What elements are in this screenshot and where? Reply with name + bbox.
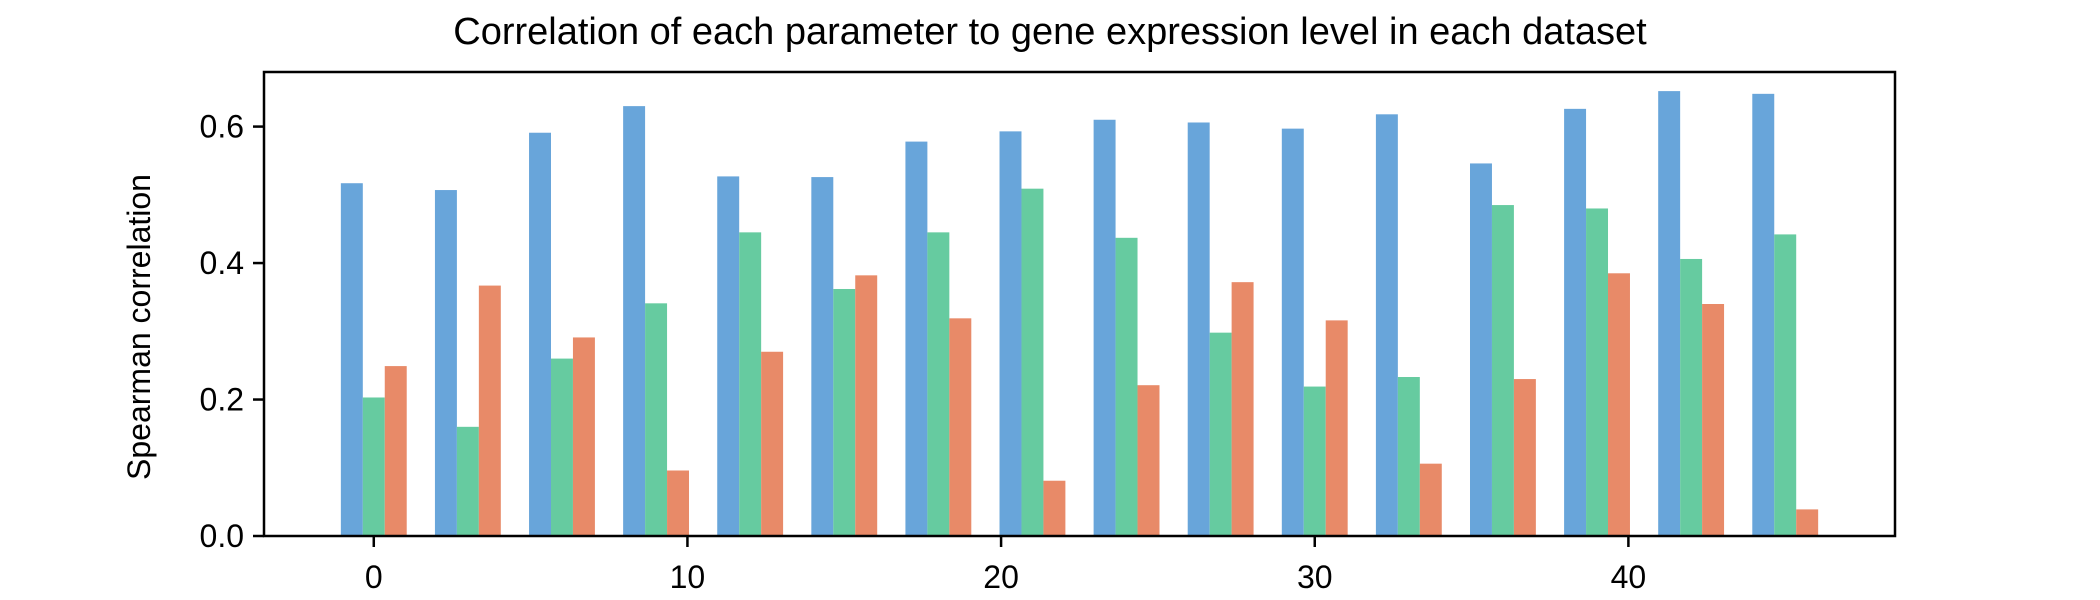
bars-group <box>340 91 1819 537</box>
bar-series-2-dataset-6 <box>550 358 573 536</box>
bar-series-1-dataset-36 <box>1470 163 1492 536</box>
bar-series-2-dataset-0 <box>362 397 385 536</box>
bar-series-1-dataset-39 <box>1564 108 1587 536</box>
bar-series-3-dataset-36 <box>1513 379 1536 536</box>
bar-series-3-dataset-33 <box>1419 463 1442 536</box>
bar-series-3-dataset-6 <box>572 337 595 536</box>
x-tick-label: 10 <box>670 559 706 595</box>
bar-series-3-dataset-45 <box>1796 509 1819 536</box>
bar-series-2-dataset-21 <box>1021 188 1044 536</box>
bar-series-3-dataset-18 <box>949 318 972 536</box>
bar-series-1-dataset-21 <box>999 131 1022 537</box>
bar-series-1-dataset-15 <box>811 177 834 536</box>
bar-series-2-dataset-12 <box>739 232 762 536</box>
x-tick-label: 20 <box>983 559 1019 595</box>
bar-series-2-dataset-33 <box>1397 377 1420 536</box>
y-axis-label: Spearman correlation <box>121 174 157 480</box>
bar-series-2-dataset-36 <box>1491 205 1514 536</box>
bar-series-2-dataset-18 <box>927 232 950 536</box>
bar-series-3-dataset-21 <box>1043 480 1066 536</box>
bar-series-1-dataset-24 <box>1093 119 1116 536</box>
bar-series-3-dataset-0 <box>384 366 407 536</box>
bar-series-2-dataset-27 <box>1209 332 1232 536</box>
bar-series-3-dataset-39 <box>1608 273 1630 536</box>
bar-series-2-dataset-45 <box>1774 234 1797 536</box>
bar-series-1-dataset-12 <box>717 176 740 536</box>
bar-series-3-dataset-27 <box>1231 282 1254 536</box>
bar-series-1-dataset-0 <box>340 183 363 536</box>
chart-title: Correlation of each parameter to gene ex… <box>453 11 1647 53</box>
y-axis: 0.0 0.2 0.4 0.6 <box>200 109 264 554</box>
bar-series-2-dataset-3 <box>456 426 479 536</box>
bar-series-3-dataset-3 <box>478 285 501 536</box>
bar-series-1-dataset-27 <box>1187 122 1210 537</box>
bar-series-1-dataset-33 <box>1375 114 1398 536</box>
bar-series-2-dataset-9 <box>645 303 668 536</box>
bar-series-3-dataset-15 <box>855 275 878 536</box>
bar-series-1-dataset-3 <box>434 190 457 537</box>
bar-series-3-dataset-42 <box>1702 304 1725 536</box>
bar-series-2-dataset-42 <box>1680 258 1703 536</box>
bar-series-3-dataset-12 <box>761 351 784 536</box>
x-axis: 0 10 20 30 40 <box>365 536 1646 595</box>
y-tick-label: 0.0 <box>200 518 244 554</box>
x-tick-label: 0 <box>365 559 383 595</box>
bar-series-2-dataset-24 <box>1115 237 1138 536</box>
bar-series-2-dataset-30 <box>1303 386 1326 536</box>
bar-series-3-dataset-24 <box>1137 385 1160 536</box>
x-tick-label: 30 <box>1297 559 1333 595</box>
bar-series-1-dataset-6 <box>529 132 551 537</box>
y-tick-label: 0.4 <box>200 245 244 281</box>
bar-series-1-dataset-18 <box>905 141 928 536</box>
y-tick-label: 0.2 <box>200 382 244 418</box>
bar-series-1-dataset-45 <box>1752 93 1775 536</box>
bar-series-1-dataset-42 <box>1658 91 1681 537</box>
y-tick-label: 0.6 <box>200 109 244 145</box>
x-tick-label: 40 <box>1611 559 1647 595</box>
plot-frame <box>262 70 1897 538</box>
bar-series-1-dataset-9 <box>623 106 646 537</box>
bar-series-3-dataset-9 <box>667 470 690 536</box>
bar-series-1-dataset-30 <box>1281 128 1304 536</box>
bar-series-2-dataset-15 <box>833 288 856 536</box>
bar-series-2-dataset-39 <box>1586 208 1609 536</box>
bar-series-3-dataset-30 <box>1325 320 1348 536</box>
